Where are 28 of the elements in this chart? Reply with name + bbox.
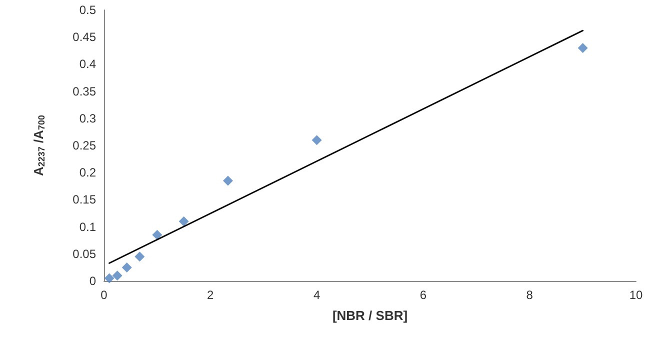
- x-axis-title: [NBR / SBR]: [332, 308, 408, 323]
- point: [134, 252, 145, 262]
- point: [312, 135, 322, 146]
- y-tick-label: 0.3: [79, 111, 96, 126]
- point: [104, 273, 114, 284]
- y-tick-label: 0.2: [79, 166, 96, 180]
- x-tick-label: 4: [313, 288, 320, 302]
- point: [152, 230, 162, 240]
- y-tick-label: 0.4: [79, 57, 96, 72]
- x-tick-label: 8: [526, 288, 534, 302]
- y-tick-label: 0.25: [72, 138, 96, 152]
- y-tick-label: 0.5: [79, 3, 96, 17]
- y-tick-label: 0.05: [72, 246, 96, 261]
- point: [222, 176, 233, 186]
- y-axis-title: A2237 /A700: [31, 114, 46, 176]
- point: [112, 270, 122, 281]
- y-tick-label: 0.45: [72, 30, 96, 44]
- point: [122, 262, 132, 272]
- point: [578, 42, 588, 53]
- x-tick-label: 2: [207, 288, 214, 302]
- x-tick-label: 10: [629, 288, 643, 302]
- y-tick-label: 0: [89, 274, 96, 288]
- x-tick-label: 0: [100, 288, 108, 302]
- point: [178, 216, 189, 226]
- y-tick-label: 0.1: [79, 220, 96, 234]
- x-tick-label: 6: [420, 288, 427, 302]
- y-tick-label: 0.35: [72, 84, 96, 98]
- y-tick-label: 0.15: [72, 192, 96, 207]
